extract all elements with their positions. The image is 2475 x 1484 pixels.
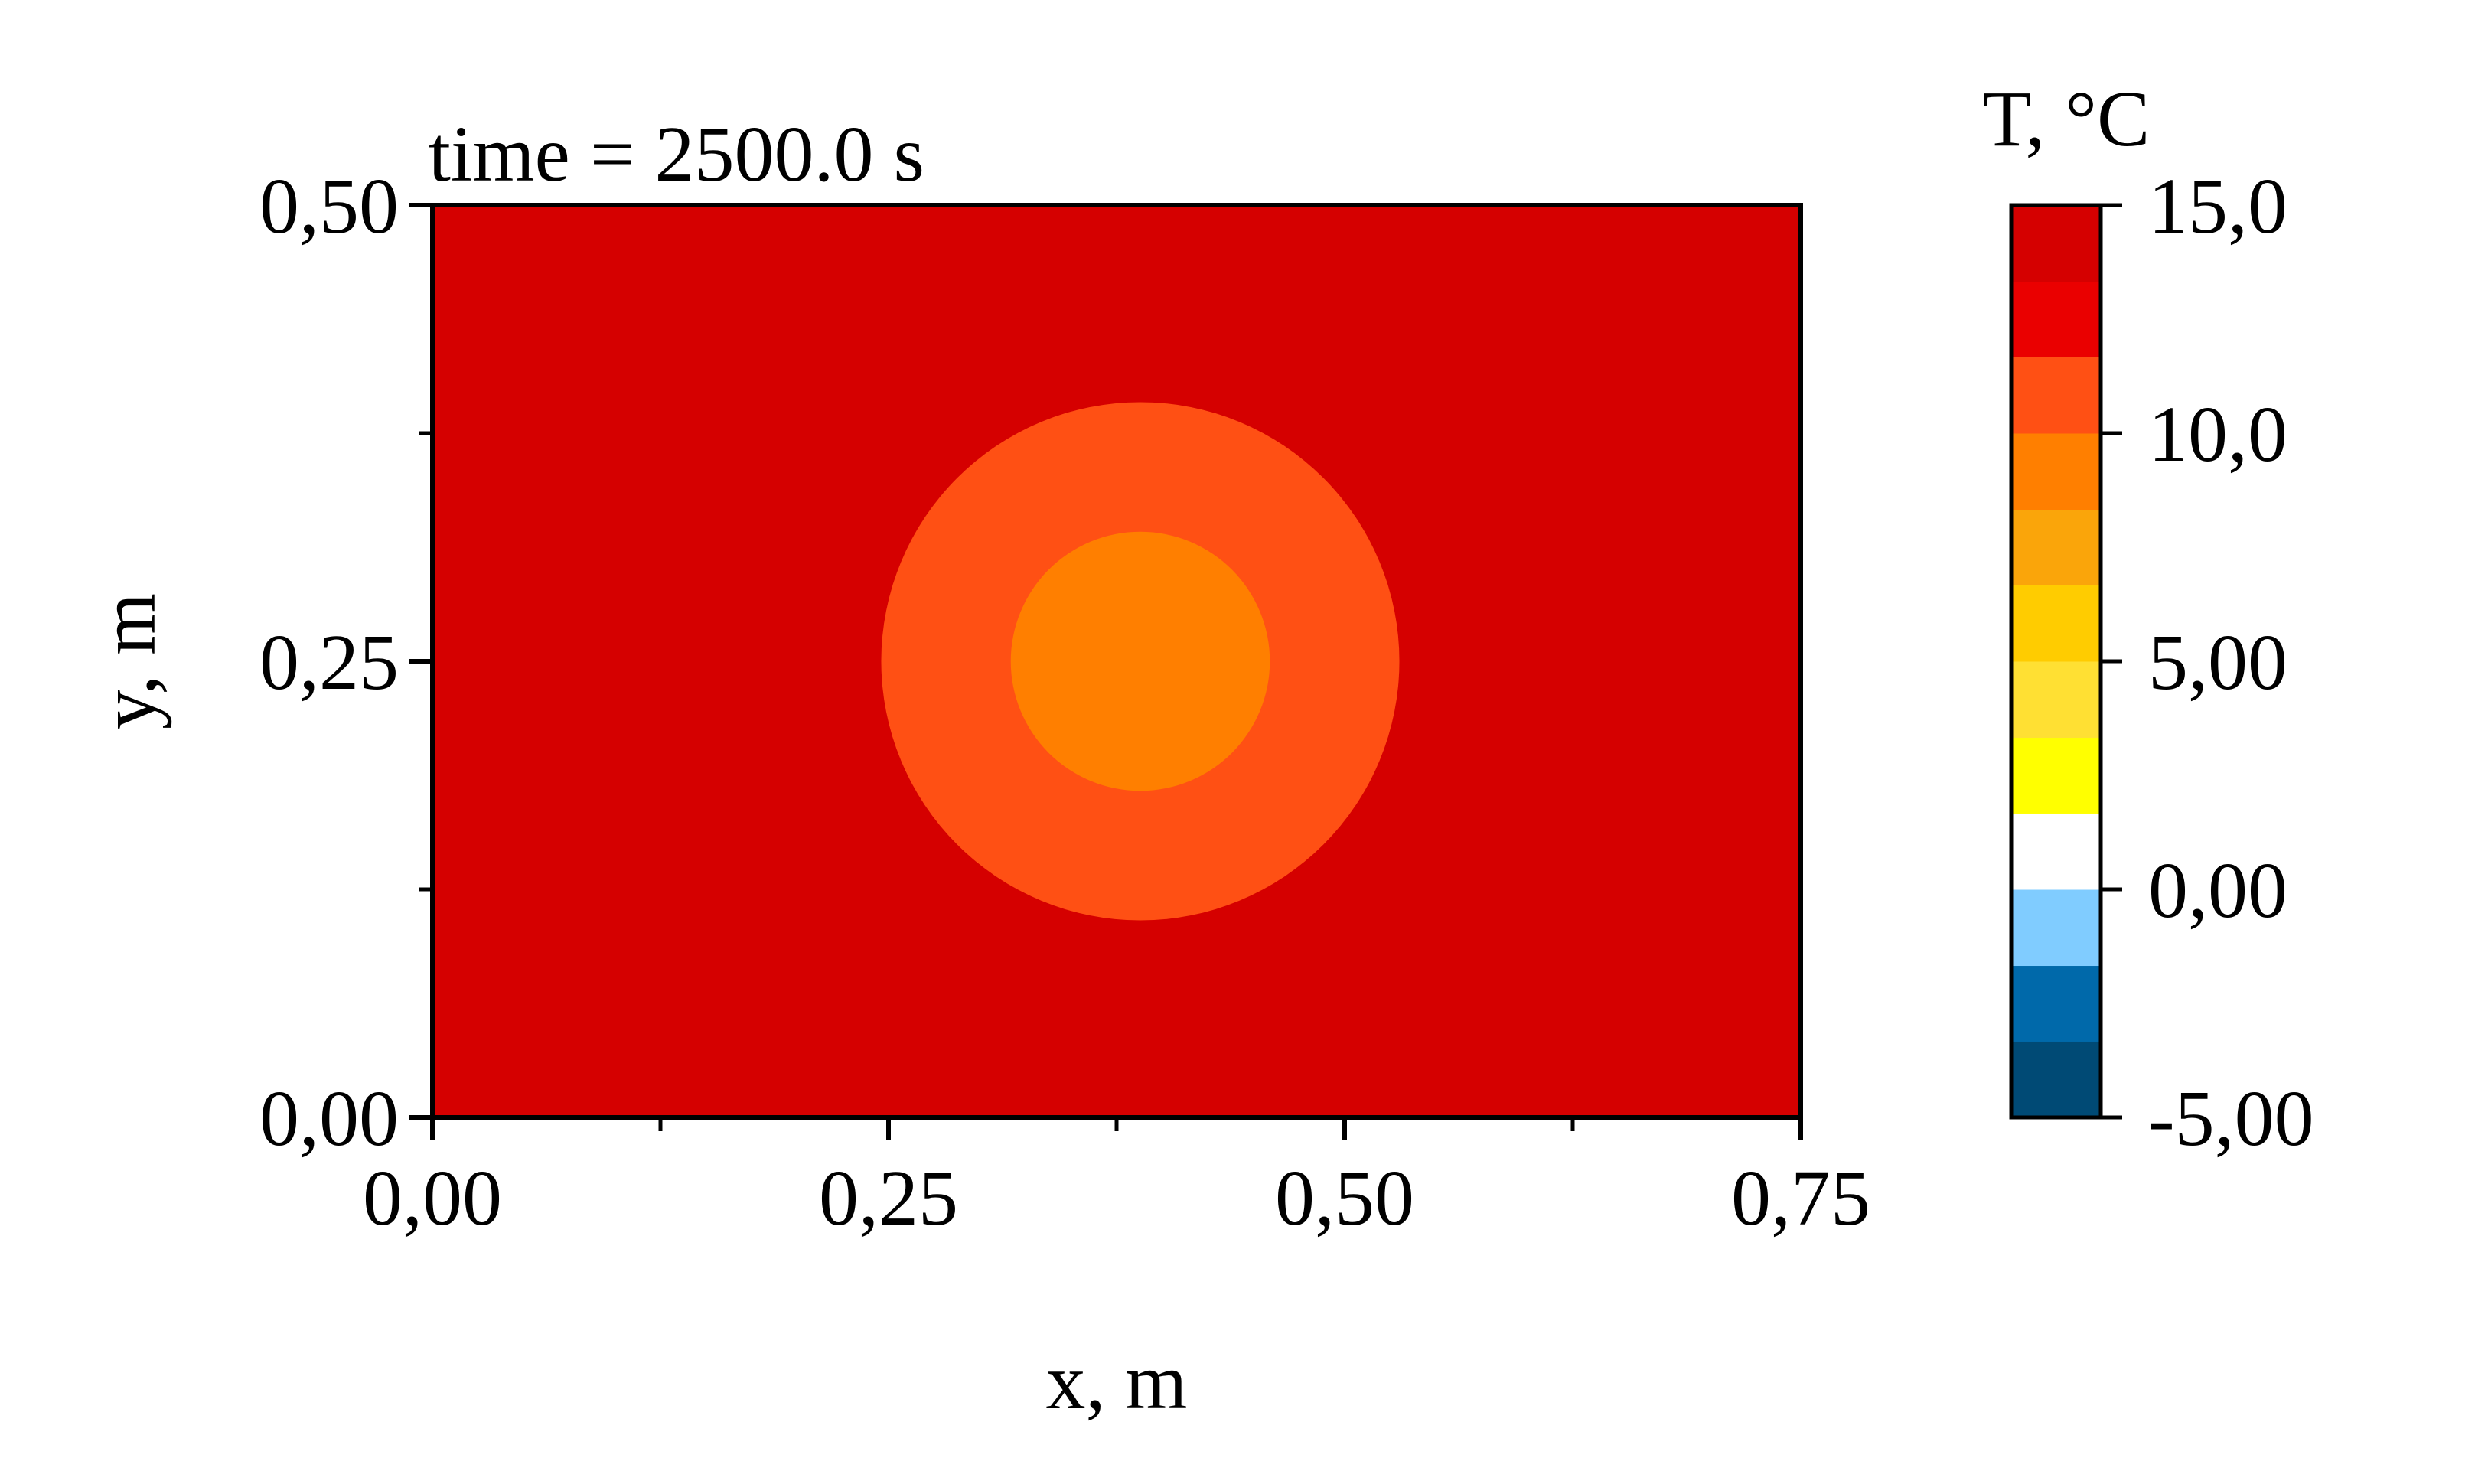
colorbar-level: [2011, 509, 2101, 585]
x-tick-label: 0,25: [819, 1154, 958, 1242]
colorbar-tick-label: 5,00: [2148, 618, 2288, 706]
x-axis-title: x, m: [1046, 1338, 1188, 1426]
colorbar-level: [2011, 281, 2101, 357]
field-region-2: [1010, 531, 1270, 791]
colorbar-level: [2011, 205, 2101, 282]
colorbar-tick-label: 0,00: [2148, 846, 2288, 934]
x-tick-label: 0,75: [1731, 1154, 1870, 1242]
x-axis: 0,00 0,25 0,50 0,75: [363, 1117, 1870, 1242]
colorbar-level: [2011, 889, 2101, 967]
colorbar-level: [2011, 661, 2101, 739]
colorbar: 15,0 10,0 5,00 0,00 -5,00: [2009, 162, 2314, 1163]
colorbar-level: [2011, 585, 2101, 662]
colorbar-tick-label: 15,0: [2148, 162, 2288, 250]
x-tick-label: 0,00: [363, 1154, 502, 1242]
colorbar-level: [2011, 813, 2101, 890]
colorbar-level: [2011, 433, 2101, 510]
colorbar-tick-label: 10,0: [2148, 390, 2288, 478]
y-axis-title: y, m: [84, 593, 172, 729]
colorbar-level: [2011, 1041, 2101, 1118]
colorbar-level: [2011, 357, 2101, 434]
y-tick-label: 0,25: [259, 618, 399, 706]
y-tick-label: 0,50: [259, 162, 399, 250]
colorbar-level: [2011, 737, 2101, 814]
time-annotation: time = 2500.0 s: [429, 110, 924, 198]
y-axis: 0,00 0,25 0,50: [259, 162, 432, 1163]
colorbar-level: [2011, 965, 2101, 1042]
x-tick-label: 0,50: [1275, 1154, 1414, 1242]
temperature-field: [432, 205, 1801, 1117]
colorbar-title: T, °C: [1983, 75, 2151, 163]
colorbar-tick-label: -5,00: [2148, 1075, 2314, 1163]
y-tick-label: 0,00: [259, 1075, 399, 1163]
